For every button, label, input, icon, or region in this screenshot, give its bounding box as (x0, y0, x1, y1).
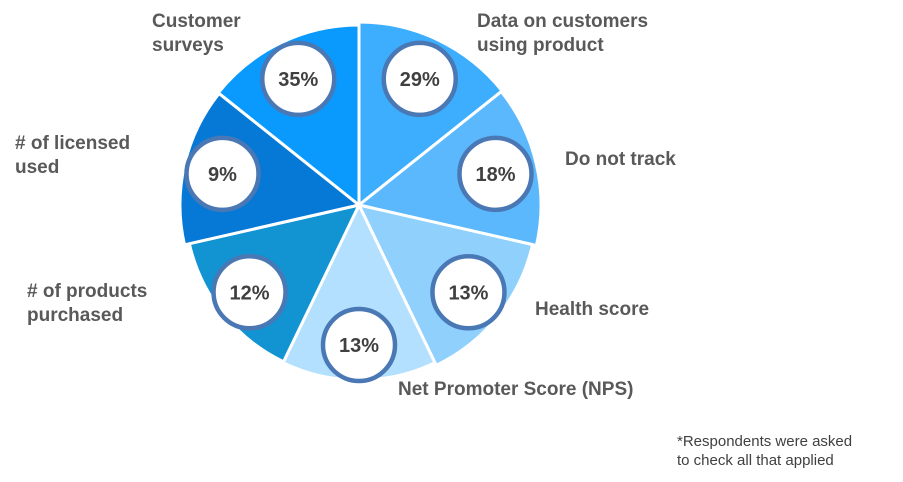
label-nps: Net Promoter Score (NPS) (398, 379, 634, 400)
value-badge-of-licensed-used: 9% (184, 135, 261, 213)
label-customer-surveys: Customer surveys (152, 11, 241, 56)
label-do-not-track: Do not track (565, 149, 676, 170)
value-badge-circle (381, 40, 458, 118)
label-health-score: Health score (535, 299, 650, 320)
value-badge-customer-surveys: 35% (260, 40, 337, 118)
value-badge-circle (211, 254, 288, 331)
value-badge-circle (260, 40, 337, 118)
footnote: *Respondents were asked to check all that… (677, 433, 853, 469)
value-label: 18% (475, 164, 515, 186)
value-label: 12% (230, 282, 270, 304)
value-badge-data-on-customers-using-product: 29% (381, 40, 458, 118)
value-label: 35% (278, 69, 318, 91)
label-licensed-used: # of licensed used (15, 133, 131, 178)
value-label: 9% (208, 164, 237, 186)
label-products-purchased: # of products purchased (27, 281, 148, 326)
value-badge-of-products-purchased: 12% (211, 254, 288, 331)
value-label: 13% (339, 335, 379, 357)
value-badge-do-not-track: 18% (457, 135, 534, 213)
label-data-on-customers: Data on customers using product (477, 11, 649, 56)
value-label: 13% (448, 282, 488, 304)
value-badge-circle (320, 306, 398, 384)
value-badges: 29% 18% 13% 13% 12% 9% 35% (184, 40, 534, 384)
value-badge-circle (430, 254, 507, 331)
value-label: 29% (400, 69, 440, 91)
value-badge-net-promoter-score-nps: 13% (320, 306, 398, 384)
value-badge-circle (184, 135, 261, 213)
value-badge-circle (457, 135, 534, 213)
value-badge-health-score: 13% (430, 254, 507, 331)
